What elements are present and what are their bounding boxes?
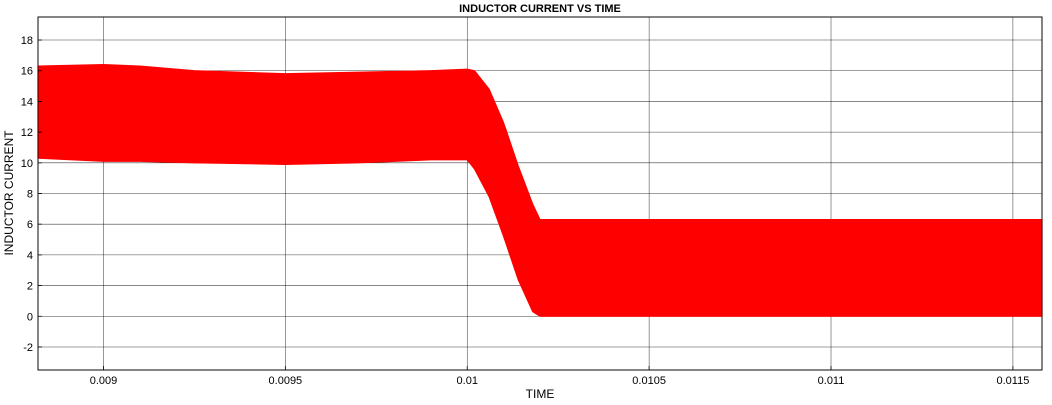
x-axis-label: TIME	[526, 387, 555, 401]
x-tick-label: 0.01	[457, 375, 478, 387]
y-tick-label: 4	[27, 250, 33, 262]
x-tick-label: 0.011	[818, 375, 845, 387]
x-tick-label: 0.009	[90, 375, 118, 387]
y-tick-label: 0	[27, 311, 33, 323]
x-tick-label: 0.0095	[269, 375, 303, 387]
y-tick-label: 14	[21, 96, 33, 108]
x-ticks: 0.009 0.0095 0.01 0.0105 0.011 0.0115	[90, 366, 1029, 387]
y-tick-label: 8	[27, 189, 33, 201]
y-axis-label: INDUCTOR CURRENT	[2, 130, 16, 256]
y-tick-label: 12	[21, 127, 33, 139]
y-tick-label: 6	[27, 219, 33, 231]
y-tick-label: -2	[23, 342, 33, 354]
x-tick-label: 0.0105	[632, 375, 666, 387]
chart-title: INDUCTOR CURRENT VS TIME	[459, 3, 621, 15]
y-tick-label: 2	[27, 281, 33, 293]
y-tick-label: 16	[21, 66, 33, 78]
x-tick-label: 0.0115	[996, 375, 1029, 387]
y-tick-label: 18	[21, 35, 33, 47]
y-tick-label: 10	[21, 158, 33, 170]
y-ticks: -2 0 2 4 6 8 10 12 14 16 18	[21, 35, 42, 354]
